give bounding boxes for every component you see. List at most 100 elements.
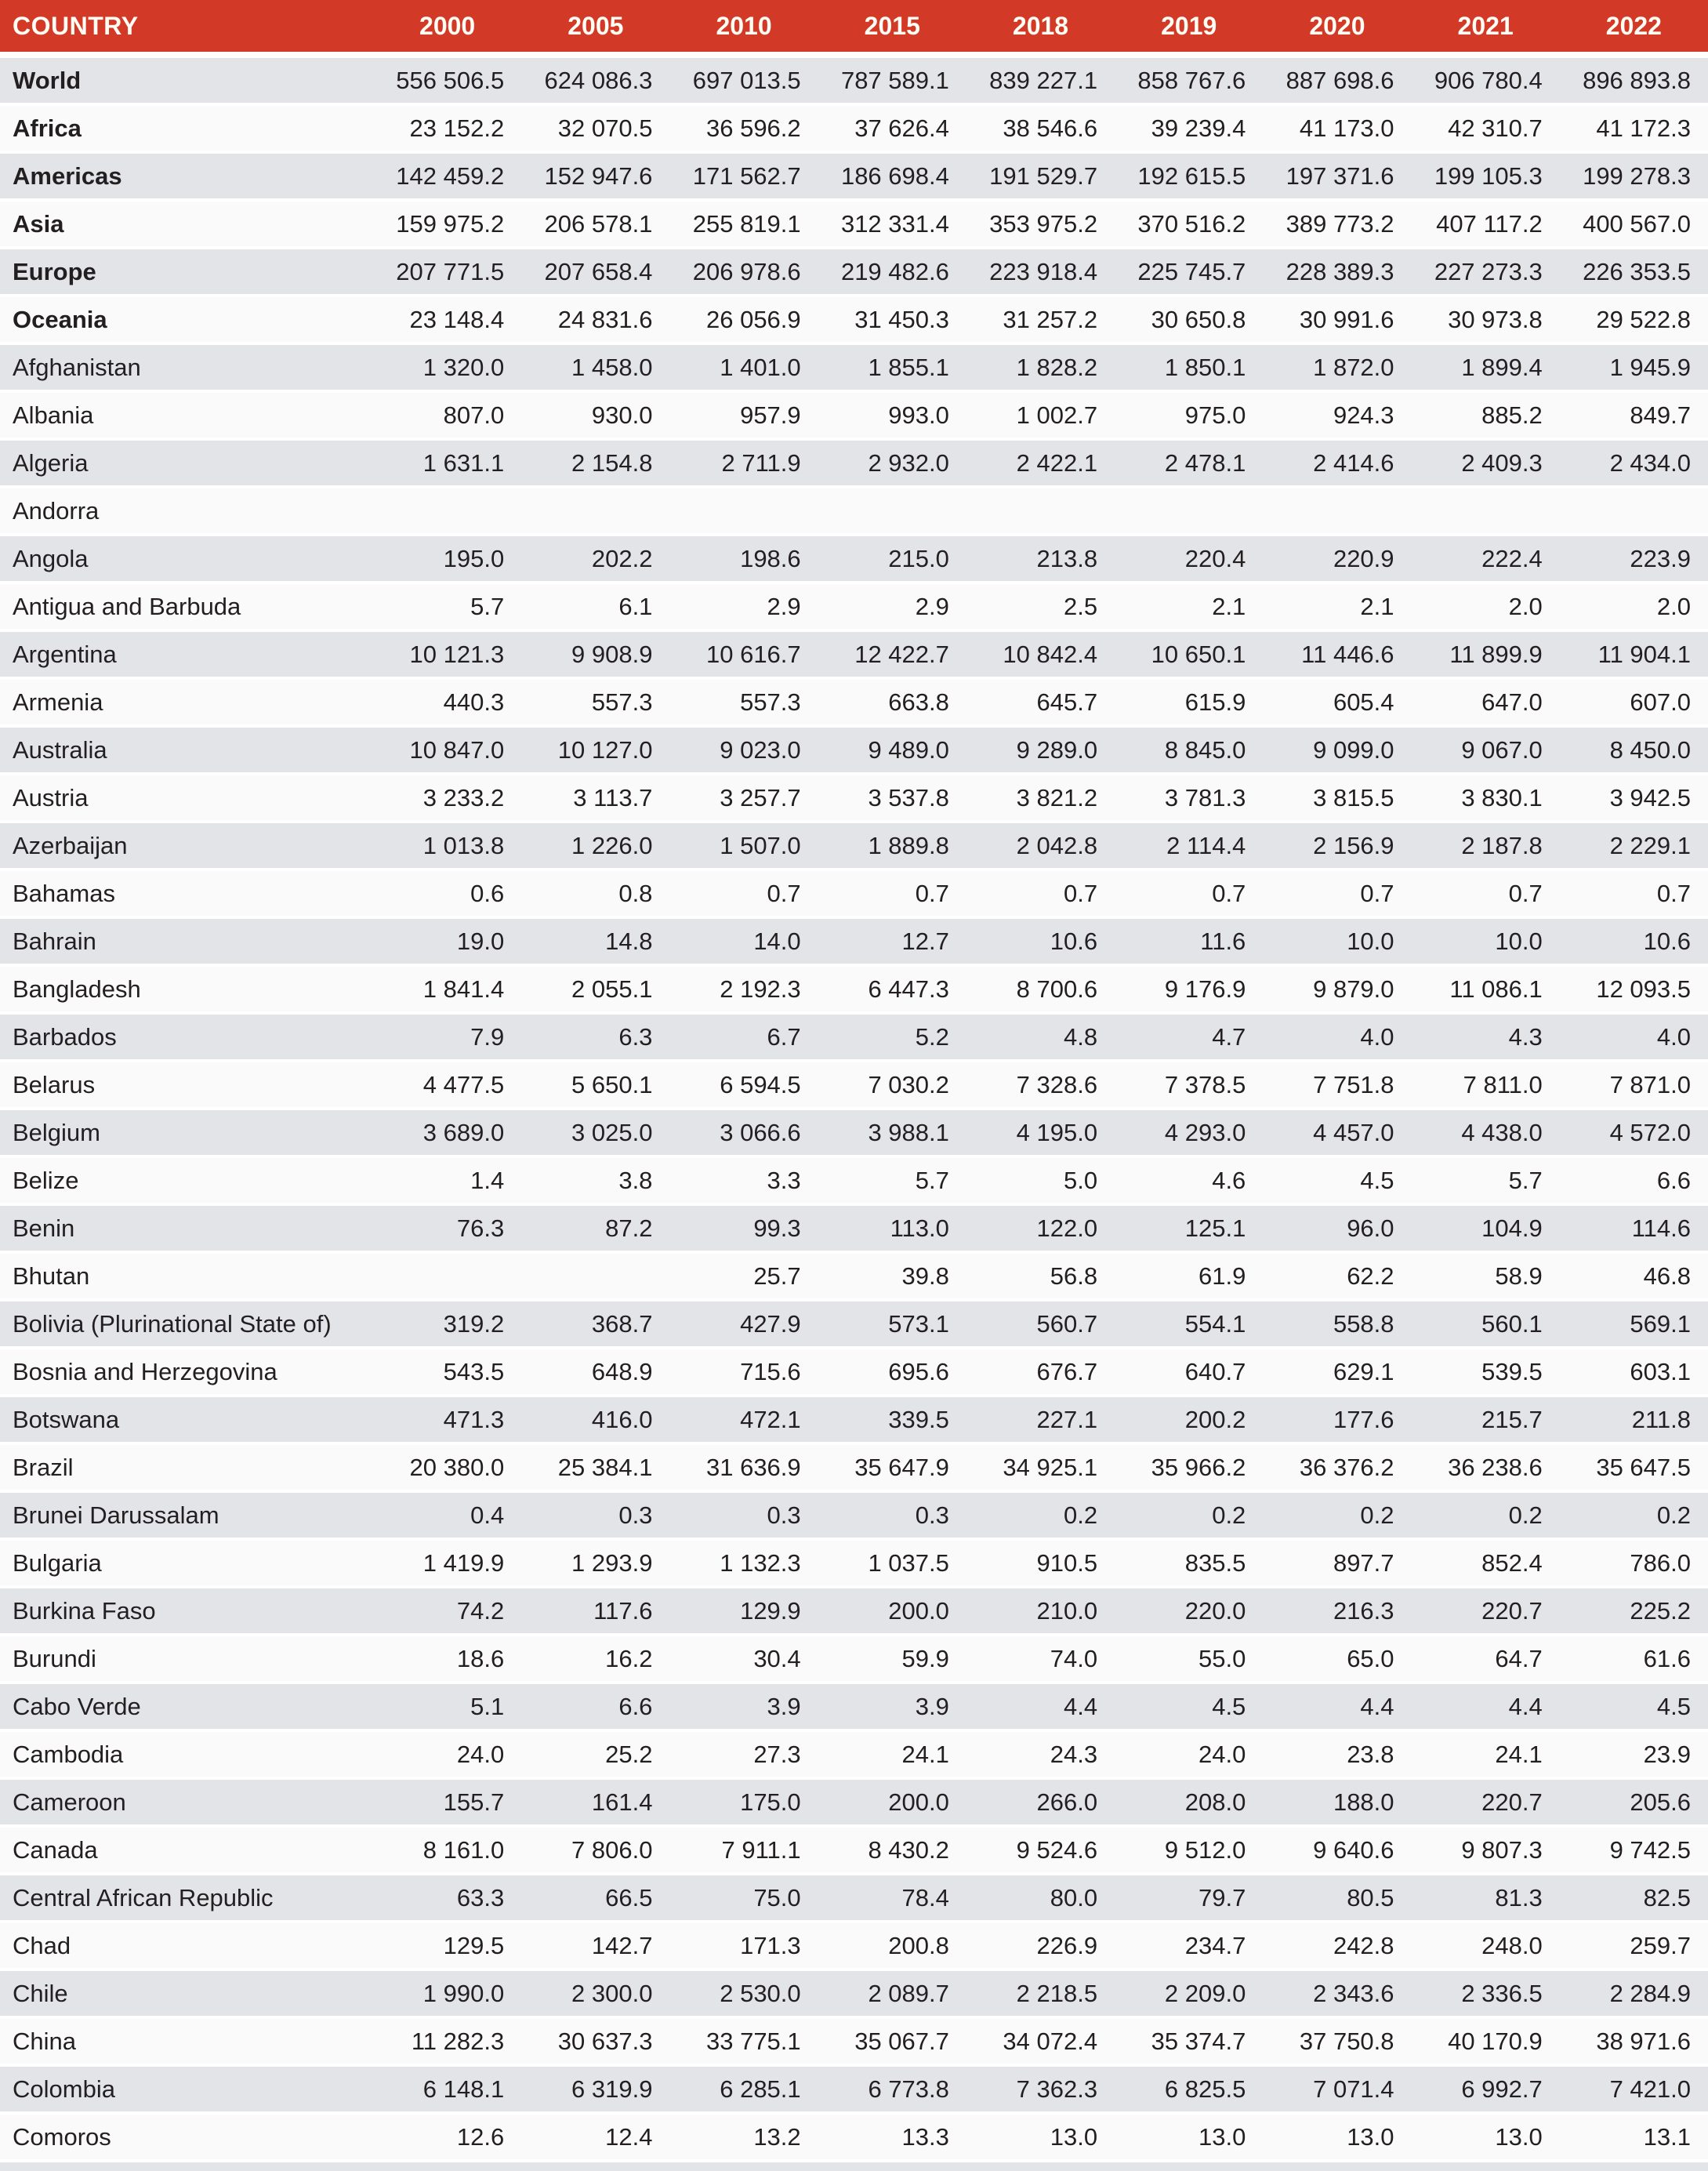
value-cell: 607.0 — [1559, 680, 1708, 728]
value-cell: 0.8 — [521, 871, 670, 919]
value-cell: 556 506.5 — [373, 58, 522, 106]
value-cell: 975.0 — [1115, 393, 1264, 441]
value-cell: 3 257.7 — [669, 775, 818, 823]
country-cell: Belize — [0, 1158, 373, 1206]
value-cell: 192 615.5 — [1115, 154, 1264, 201]
value-cell: 9 512.0 — [1115, 1828, 1264, 1875]
value-cell: 12 093.5 — [1559, 967, 1708, 1015]
value-cell: 5.7 — [373, 584, 522, 632]
table-row: Colombia 6 148.1 6 319.9 6 285.1 6 773.8 7 36… — [0, 2067, 1708, 2115]
value-cell: 208.0 — [1115, 1780, 1264, 1828]
value-cell: 1.4 — [373, 1158, 522, 1206]
value-cell: 2.0 — [1559, 584, 1708, 632]
value-cell: 695.6 — [818, 1349, 966, 1397]
value-cell: 220.7 — [1411, 1780, 1560, 1828]
value-cell: 1 850.1 — [1115, 345, 1264, 393]
value-cell: 223 918.4 — [966, 249, 1115, 297]
value-cell: 200.2 — [1115, 1397, 1264, 1445]
value-cell: 202.2 — [521, 536, 670, 584]
value-cell: 3 689.0 — [373, 1110, 522, 1158]
value-cell: 0.7 — [1411, 871, 1560, 919]
value-cell: 569.1 — [1559, 1302, 1708, 1349]
value-cell: 26 056.9 — [669, 297, 818, 345]
value-cell: 74.0 — [966, 1636, 1115, 1684]
column-header-year: 2005 — [521, 0, 670, 58]
value-cell: 312 331.4 — [818, 201, 966, 249]
table-row: Belize 1.4 3.8 3.3 5.7 5.0 4.6 4.5 5.7 6.6 — [0, 1158, 1708, 1206]
value-cell: 0.2 — [1263, 1493, 1412, 1541]
value-cell: 9 640.6 — [1263, 1828, 1412, 1875]
value-cell: 835.5 — [1115, 1541, 1264, 1588]
value-cell: 353 975.2 — [966, 201, 1115, 249]
value-cell: 220.4 — [1115, 536, 1264, 584]
value-cell: 1 419.9 — [373, 1541, 522, 1588]
value-cell — [669, 488, 818, 536]
table-row: Central African Republic 63.3 66.5 75.0 78.4… — [0, 1875, 1708, 1923]
value-cell: 80.0 — [966, 1875, 1115, 1923]
value-cell: 1 002.7 — [966, 393, 1115, 441]
value-cell: 9 023.0 — [669, 728, 818, 775]
value-cell: 7 806.0 — [521, 1828, 670, 1875]
value-cell: 12.6 — [373, 2115, 522, 2162]
value-cell: 9 067.0 — [1411, 728, 1560, 775]
country-cell: Algeria — [0, 441, 373, 488]
value-cell: 852.4 — [1411, 1541, 1560, 1588]
table-row: China 11 282.3 30 637.3 33 775.1 35 067.7 34 … — [0, 2019, 1708, 2067]
table-row: Botswana 471.3 416.0 472.1 339.5 227.1 200.2 17… — [0, 1397, 1708, 1445]
value-cell: 1 828.2 — [966, 345, 1115, 393]
value-cell: 7 362.3 — [966, 2067, 1115, 2115]
column-header-year: 2015 — [818, 0, 966, 58]
value-cell — [373, 1254, 522, 1302]
country-cell: Oceania — [0, 297, 373, 345]
value-cell: 11 904.1 — [1559, 632, 1708, 680]
table-row: Armenia 440.3 557.3 557.3 663.8 645.7 615.9 605… — [0, 680, 1708, 728]
country-cell: Armenia — [0, 680, 373, 728]
table-row: Comoros 12.6 12.4 13.2 13.3 13.0 13.0 13.0 13.0 1… — [0, 2115, 1708, 2162]
value-cell: 0.2 — [1411, 1493, 1560, 1541]
value-cell: 38 971.6 — [1559, 2019, 1708, 2067]
value-cell: 42 310.7 — [1411, 106, 1560, 154]
country-cell: Barbados — [0, 1015, 373, 1062]
value-cell: 930.0 — [521, 393, 670, 441]
value-cell: 3 537.8 — [818, 775, 966, 823]
value-cell: 6.3 — [521, 1015, 670, 1062]
value-cell: 35 647.5 — [1559, 1445, 1708, 1493]
value-cell: 25.7 — [669, 1254, 818, 1302]
value-cell: 2.1 — [1263, 584, 1412, 632]
value-cell: 0.7 — [966, 871, 1115, 919]
value-cell: 200.8 — [818, 1923, 966, 1971]
value-cell: 0.7 — [818, 871, 966, 919]
value-cell: 4 477.5 — [373, 1062, 522, 1110]
value-cell: 96.0 — [1263, 1206, 1412, 1254]
value-cell: 807.0 — [373, 393, 522, 441]
value-cell: 0.7 — [1559, 871, 1708, 919]
value-cell: 34 072.4 — [966, 2019, 1115, 2067]
value-cell: 234.7 — [1115, 1923, 1264, 1971]
value-cell: 3 815.5 — [1263, 775, 1412, 823]
value-cell: 2 055.1 — [521, 967, 670, 1015]
value-cell: 4 195.0 — [966, 1110, 1115, 1158]
value-cell: 957.9 — [669, 393, 818, 441]
table-row: Cabo Verde 5.1 6.6 3.9 3.9 4.4 4.5 4.4 4.4 4.5 — [0, 1684, 1708, 1732]
value-cell: 0.7 — [1263, 871, 1412, 919]
value-cell: 543.5 — [373, 1349, 522, 1397]
value-cell: 6 825.5 — [1115, 2067, 1264, 2115]
country-cell: China — [0, 2019, 373, 2067]
value-cell: 5.1 — [373, 1684, 522, 1732]
value-cell: 4 438.0 — [1411, 1110, 1560, 1158]
value-cell: 30 637.3 — [521, 2019, 670, 2067]
value-cell: 539.5 — [1411, 1349, 1560, 1397]
country-cell: World — [0, 58, 373, 106]
value-cell: 849.7 — [1559, 393, 1708, 441]
table-row: Barbados 7.9 6.3 6.7 5.2 4.8 4.7 4.0 4.3 4.0 — [0, 1015, 1708, 1062]
value-cell — [1115, 488, 1264, 536]
value-cell: 198.6 — [669, 536, 818, 584]
value-cell: 2 422.1 — [966, 441, 1115, 488]
value-cell: 197 371.6 — [1263, 154, 1412, 201]
value-cell: 195.0 — [373, 536, 522, 584]
value-cell: 319.2 — [373, 1302, 522, 1349]
value-cell: 4.3 — [1411, 1015, 1560, 1062]
value-cell: 0.7 — [669, 871, 818, 919]
value-cell: 31 450.3 — [818, 297, 966, 345]
table-row: Bahrain 19.0 14.8 14.0 12.7 10.6 11.6 10.0 10.0 1… — [0, 919, 1708, 967]
